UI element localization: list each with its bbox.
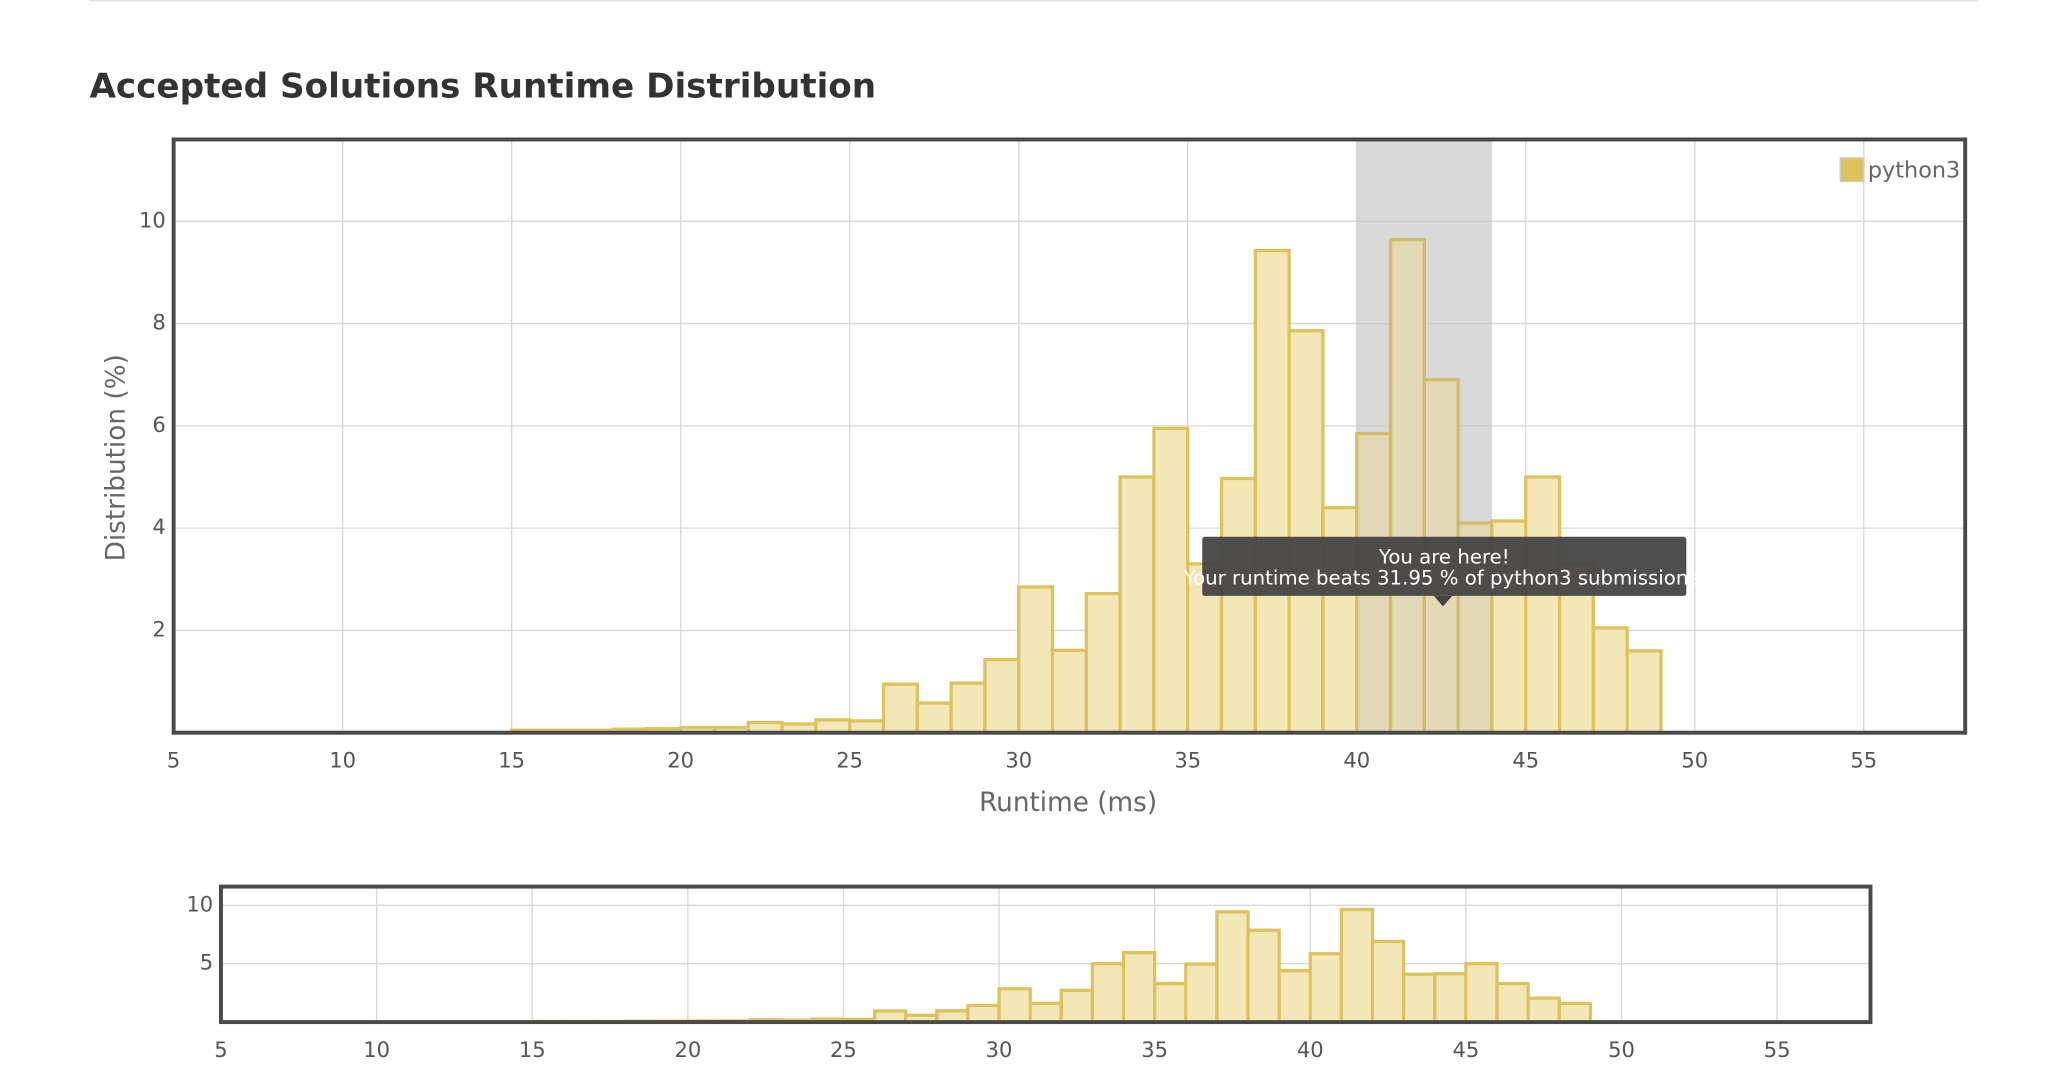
x-tick-label: 50 [1681,748,1708,773]
y-tick-label: 6 [152,412,165,437]
legend-swatch [1839,157,1865,183]
plot-frame [219,884,1873,1025]
legend-label: python3 [1868,158,1960,184]
x-tick-label: 55 [1764,1037,1791,1062]
x-tick-label: 30 [986,1037,1013,1062]
bar [1277,969,1312,1024]
x-axis-label: Runtime (ms) [979,788,1157,818]
bar [1152,426,1190,735]
plot-frame [171,137,1968,735]
bar [1215,910,1250,1024]
highlight-overlay [1356,139,1492,733]
bar [949,681,987,735]
x-tick-label: 50 [1608,1037,1635,1062]
x-tick-label: 55 [1850,748,1877,773]
bar [1184,962,1219,1024]
bar [1625,649,1663,735]
x-tick-label: 45 [1512,748,1539,773]
bar [1370,939,1406,1024]
plot-background [220,886,1871,1023]
plot-background [173,139,1966,733]
bar [915,701,953,735]
bar [966,1003,1001,1024]
bar [1084,591,1122,735]
bar [1050,648,1088,735]
bar [1524,475,1562,735]
bar [1153,981,1188,1024]
bar [983,657,1021,735]
x-tick-label: 20 [667,748,694,773]
x-tick-label: 15 [519,1037,546,1062]
bar [1526,996,1561,1024]
bar [1557,1001,1593,1024]
y-axis-label: Distribution (%) [102,354,132,561]
bar [997,987,1032,1024]
x-tick-label: 20 [674,1037,701,1062]
x-tick-label: 45 [1453,1037,1480,1062]
bar [1219,476,1257,735]
tooltip-box [1202,536,1687,596]
x-tick-label: 35 [1174,748,1201,773]
x-tick-label: 35 [1141,1037,1168,1062]
bar [1495,981,1530,1024]
bar [881,682,919,735]
bar [1059,988,1095,1024]
y-tick-label: 10 [139,207,166,232]
bar [1433,972,1468,1024]
x-tick-label: 40 [1343,748,1370,773]
bar [1464,962,1499,1024]
tooltip-pointer [1433,595,1453,607]
bar [1253,248,1291,735]
x-tick-label: 40 [1297,1037,1324,1062]
x-tick-label: 10 [329,748,356,773]
x-tick-label: 25 [836,748,863,773]
x-tick-label: 10 [363,1037,390,1062]
x-tick-label: 5 [167,748,180,773]
y-tick-label: 10 [186,891,213,916]
y-tick-label: 5 [200,950,213,975]
chart-title: Accepted Solutions Runtime Distribution [89,67,876,107]
bar [1246,928,1281,1024]
bar [1287,329,1325,735]
bar [1090,962,1126,1024]
tooltip-text: Your runtime beats 31.95 % of python3 su… [1183,566,1705,589]
x-tick-label: 25 [830,1037,857,1062]
y-tick-label: 2 [152,616,165,641]
bar [1339,907,1375,1024]
x-tick-label: 5 [214,1037,227,1062]
bar [1028,1001,1063,1024]
tooltip-title: You are here! [1378,545,1510,568]
y-tick-label: 8 [152,310,165,335]
bar [1118,475,1156,735]
bar [1017,585,1055,735]
bar [1121,950,1157,1024]
y-tick-label: 4 [152,514,165,539]
main-plot: 5 10 15 20 25 30 35 40 45 50 55 2 4 6 8 10 python3 You ar… [139,137,1968,773]
x-tick-label: 15 [498,748,525,773]
bar [1401,972,1437,1024]
x-tick-label: 30 [1005,748,1032,773]
bar [1591,626,1629,735]
bar [1308,952,1344,1024]
